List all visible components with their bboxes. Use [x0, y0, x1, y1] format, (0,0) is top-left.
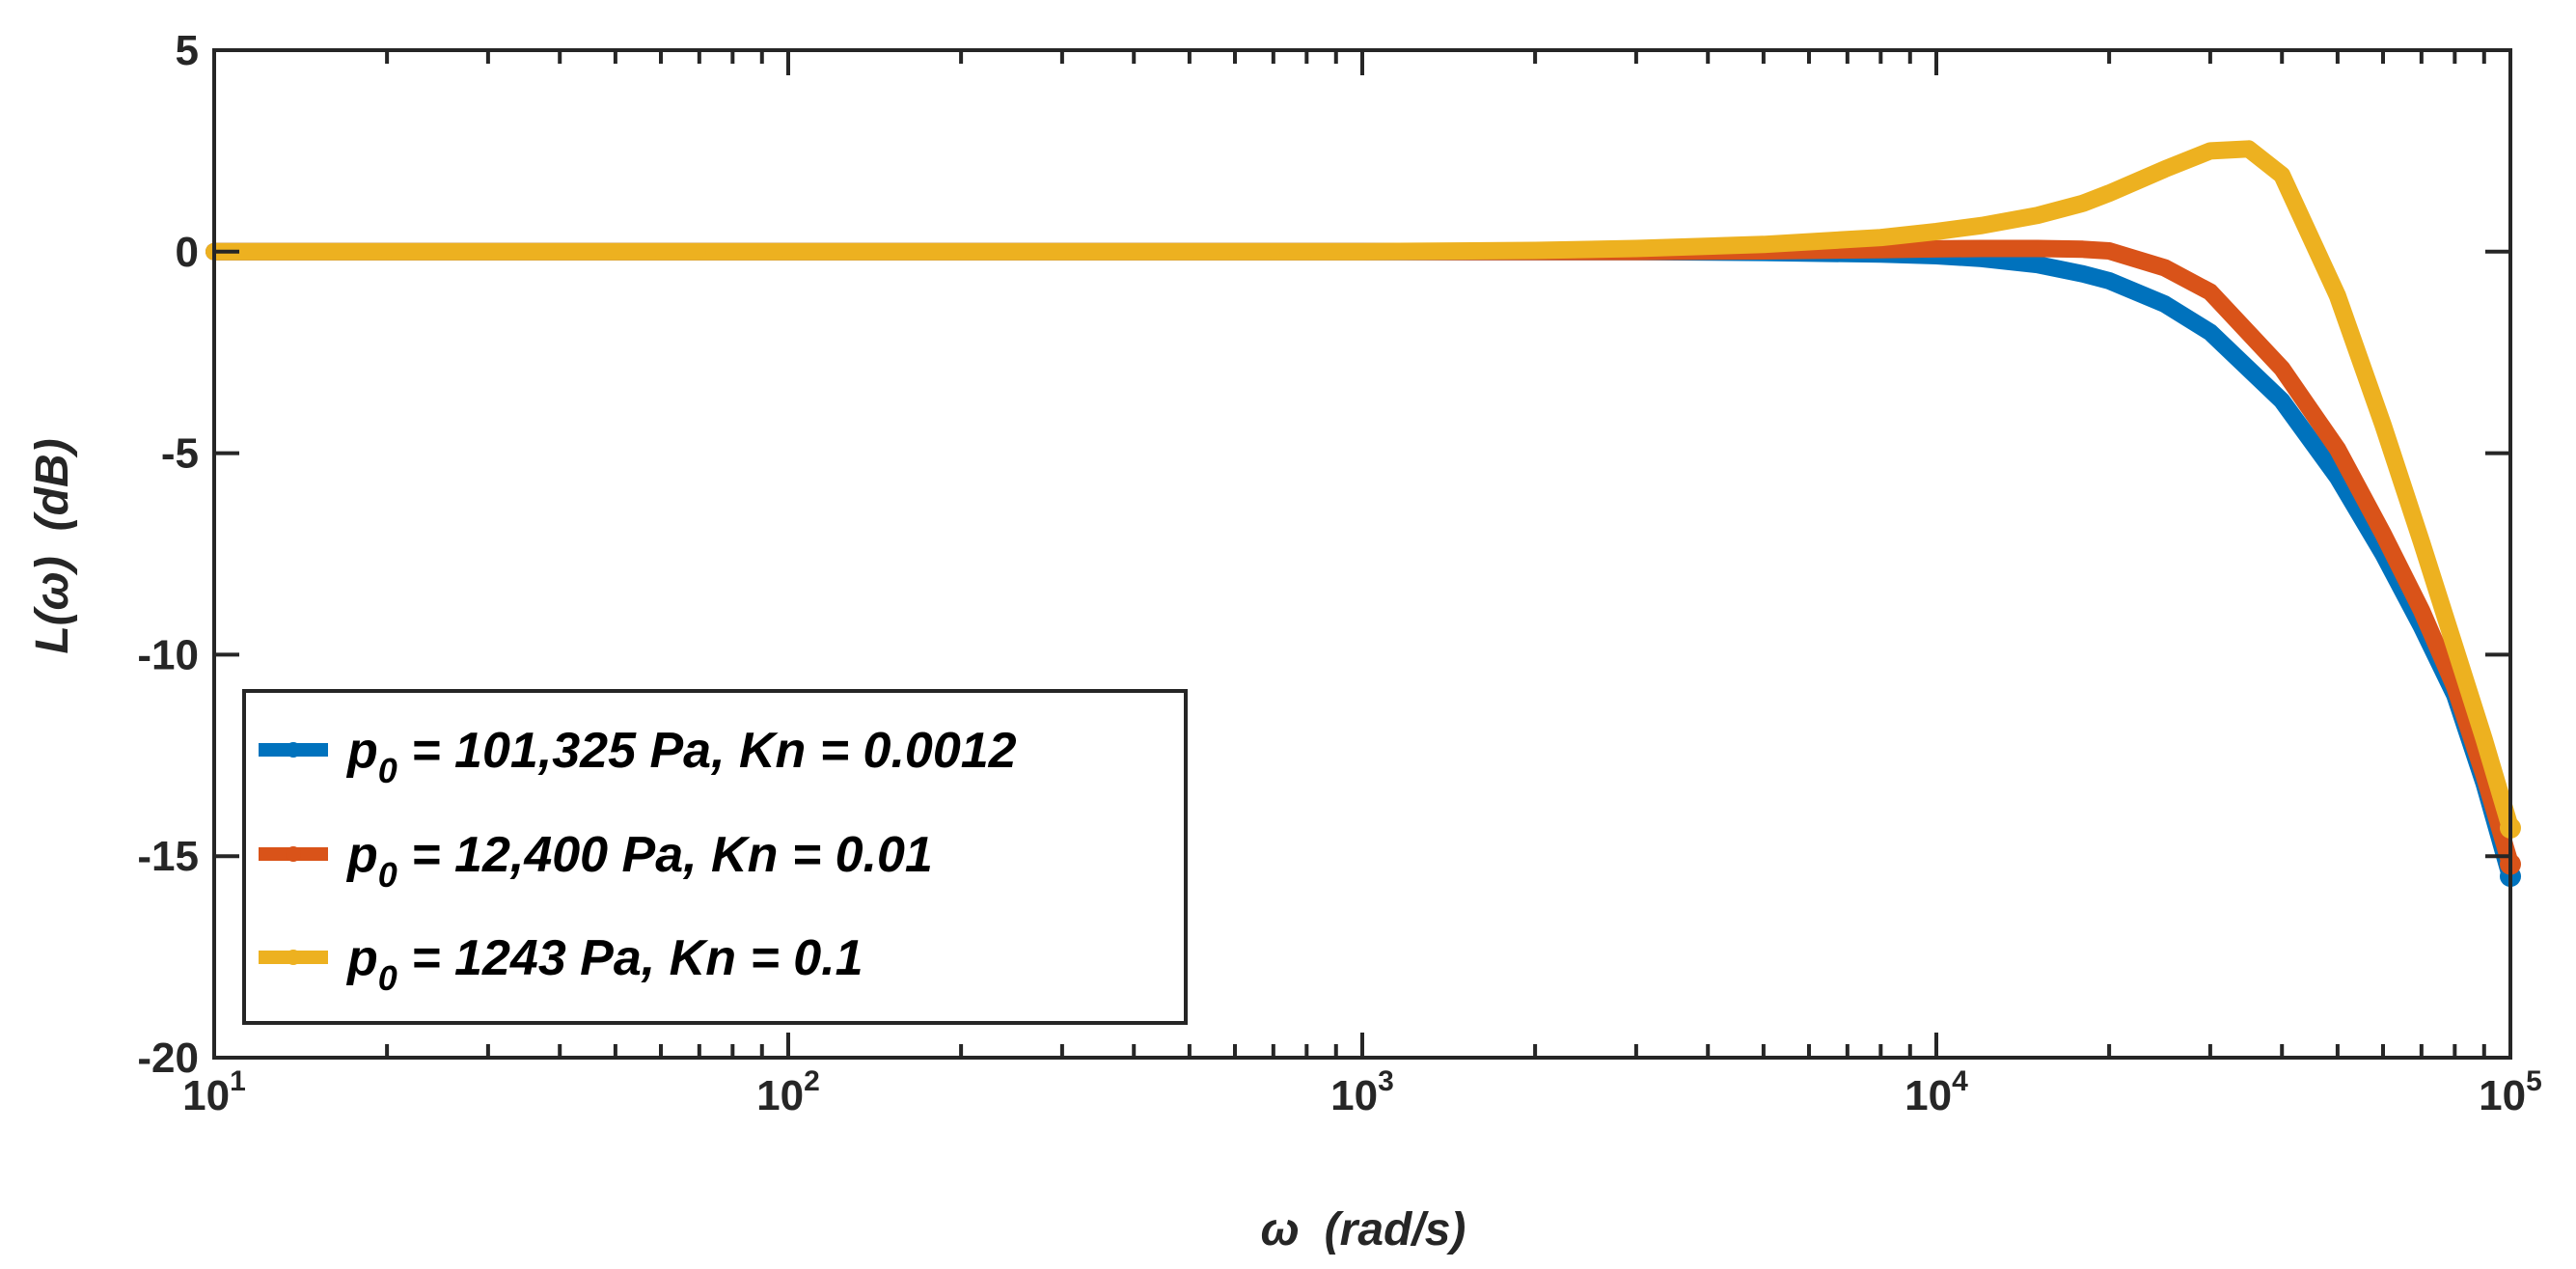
- series-marker: [1329, 244, 1343, 259]
- y-axis-symbol: L(ω): [27, 556, 78, 653]
- legend-subscript: 0: [378, 958, 397, 998]
- x-tick-exponent: 3: [1378, 1065, 1394, 1097]
- y-tick-label: -15: [137, 833, 199, 880]
- series-layer: [206, 140, 2521, 888]
- series-marker: [553, 244, 567, 259]
- y-tick-label: -5: [161, 430, 199, 478]
- x-tick-label: 104: [1905, 1065, 1968, 1119]
- legend-text: = 12,400 Pa, Kn = 0.01: [397, 827, 933, 883]
- legend-marker-2: [286, 846, 301, 862]
- x-tick-base: 10: [2479, 1072, 2526, 1119]
- x-axis-unit: (rad/s): [1325, 1204, 1466, 1255]
- x-axis-label: ω (rad/s): [1261, 1204, 1466, 1255]
- series-marker: [480, 244, 495, 259]
- y-tick-label: 0: [176, 229, 199, 276]
- x-tick-label: 102: [756, 1065, 820, 1119]
- x-tick-label: 105: [2479, 1065, 2542, 1119]
- x-tick-exponent: 4: [1952, 1065, 1968, 1097]
- axis-ticks: [212, 48, 2512, 1060]
- y-tick-label: -20: [137, 1035, 199, 1082]
- y-tick-label: -10: [137, 631, 199, 678]
- legend-label-3: p0 = 1243 Pa, Kn = 0.1: [345, 930, 863, 998]
- legend-text: = 1243 Pa, Kn = 0.1: [397, 930, 863, 986]
- y-tick-label: 5: [176, 27, 199, 74]
- legend-subscript: 0: [378, 751, 397, 790]
- x-tick-base: 10: [182, 1072, 230, 1119]
- series-marker: [1182, 244, 1196, 259]
- series-marker: [1300, 244, 1314, 259]
- series-marker: [1228, 244, 1242, 259]
- series-markers: [207, 244, 1343, 259]
- legend-subscript: 0: [378, 855, 397, 895]
- x-tick-label: 101: [182, 1065, 246, 1119]
- x-tick-exponent: 2: [804, 1065, 820, 1097]
- legend-label-1: p0 = 101,325 Pa, Kn = 0.0012: [345, 723, 1017, 790]
- x-tick-base: 10: [1905, 1072, 1952, 1119]
- x-tick-base: 10: [1330, 1072, 1378, 1119]
- series-marker: [654, 244, 668, 259]
- legend-marker-3: [286, 950, 301, 965]
- legend-box: [242, 689, 1188, 1025]
- legend-label-2: p0 = 12,400 Pa, Kn = 0.01: [345, 827, 933, 895]
- y-axis-unit: (dB): [27, 438, 78, 531]
- x-tick-label: 103: [1330, 1065, 1394, 1119]
- y-axis-label: L(ω) (dB): [27, 438, 78, 653]
- series-marker: [380, 244, 395, 259]
- legend-text: = 101,325 Pa, Kn = 0.0012: [397, 723, 1017, 779]
- series-marker: [692, 244, 706, 259]
- series-marker: [781, 244, 795, 259]
- series-line-3: [206, 140, 2519, 837]
- x-axis-symbol: ω: [1261, 1204, 1300, 1255]
- series-marker: [754, 244, 769, 259]
- series-marker: [726, 244, 740, 259]
- series-marker: [608, 244, 622, 259]
- legend-symbol: p: [345, 723, 378, 779]
- x-tick-exponent: 5: [2526, 1065, 2542, 1097]
- x-tick-exponent: 1: [230, 1065, 246, 1097]
- legend-marker-1: [286, 742, 301, 758]
- legend-symbol: p: [345, 930, 378, 986]
- legend-symbol: p: [345, 827, 378, 883]
- series-marker: [1266, 244, 1280, 259]
- series-marker: [1055, 244, 1069, 259]
- series-marker: [1127, 244, 1141, 259]
- x-tick-base: 10: [756, 1072, 804, 1119]
- series-marker: [954, 244, 969, 259]
